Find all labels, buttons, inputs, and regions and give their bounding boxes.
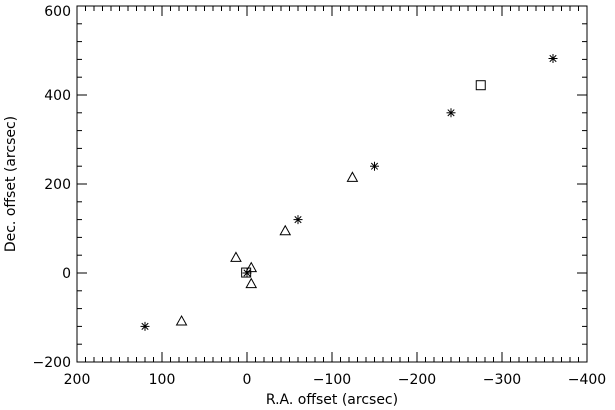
asterisk-point <box>548 54 558 64</box>
triangle-point <box>346 171 359 182</box>
x-tick-label: 0 <box>243 372 252 388</box>
x-tick-label: 200 <box>64 372 91 388</box>
square-point <box>475 80 486 91</box>
triangle-point <box>245 261 258 273</box>
y-axis: −200 0 200 400 600 <box>33 4 587 371</box>
plot-frame <box>76 5 588 363</box>
x-axis: 200 100 0 −100 −200 −300 −400 <box>64 6 606 388</box>
triangle-point <box>175 315 188 326</box>
x-tick-label: −200 <box>398 372 436 388</box>
triangle-point <box>230 251 242 262</box>
asterisk-point <box>370 161 379 171</box>
y-tick-label: 600 <box>44 4 71 20</box>
asterisk-point <box>242 268 252 278</box>
x-tick-label: −300 <box>483 372 521 388</box>
x-tick-label: −400 <box>568 372 606 388</box>
asterisk-point <box>446 108 456 118</box>
y-tick-label: 0 <box>62 266 71 282</box>
y-tick-label: 400 <box>44 88 71 104</box>
triangle-point <box>245 277 258 289</box>
y-tick-label: 200 <box>44 177 71 193</box>
x-axis-title: R.A. offset (arcsec) <box>266 392 398 408</box>
data-points <box>140 54 558 331</box>
plot-border <box>76 5 588 363</box>
asterisk-point <box>293 215 303 225</box>
square-point <box>241 267 252 278</box>
y-axis-title: Dec. offset (arcsec) <box>3 116 19 252</box>
asterisk-point <box>140 321 150 331</box>
x-tick-label: 100 <box>149 372 176 388</box>
y-tick-label: −200 <box>33 355 71 371</box>
x-tick-label: −100 <box>313 372 351 388</box>
triangle-point <box>279 224 292 236</box>
